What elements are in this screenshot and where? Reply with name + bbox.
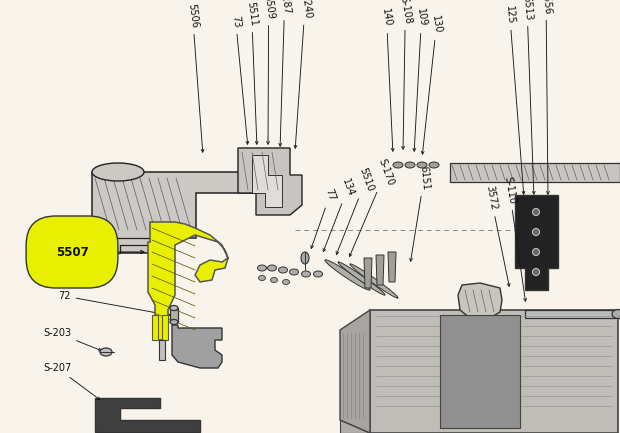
- Ellipse shape: [533, 268, 539, 275]
- Polygon shape: [376, 255, 384, 285]
- Ellipse shape: [301, 271, 311, 277]
- Text: 5513: 5513: [521, 0, 535, 194]
- Polygon shape: [370, 310, 618, 433]
- Ellipse shape: [393, 162, 403, 168]
- Text: 72: 72: [58, 291, 170, 316]
- Ellipse shape: [92, 163, 144, 181]
- Text: 5511: 5511: [245, 1, 259, 144]
- Polygon shape: [103, 238, 172, 253]
- Text: 77: 77: [311, 187, 337, 249]
- Ellipse shape: [257, 265, 267, 271]
- Polygon shape: [238, 148, 302, 215]
- Polygon shape: [92, 172, 268, 253]
- Text: 109: 109: [413, 8, 428, 151]
- Text: 3572: 3572: [484, 185, 510, 286]
- Polygon shape: [340, 310, 370, 433]
- Polygon shape: [450, 163, 620, 182]
- Polygon shape: [172, 325, 222, 368]
- Ellipse shape: [100, 348, 112, 356]
- Ellipse shape: [429, 162, 439, 168]
- Text: 5509: 5509: [262, 0, 275, 144]
- Ellipse shape: [290, 269, 298, 275]
- Ellipse shape: [325, 260, 370, 290]
- Text: S-1240: S-1240: [294, 0, 312, 148]
- Ellipse shape: [301, 252, 309, 264]
- Text: 140: 140: [380, 8, 394, 151]
- Text: S-110: S-110: [502, 175, 526, 301]
- Polygon shape: [148, 222, 228, 340]
- Text: 6151: 6151: [410, 165, 430, 261]
- Ellipse shape: [283, 279, 290, 284]
- Polygon shape: [340, 420, 370, 433]
- Text: 5507: 5507: [56, 246, 89, 259]
- Polygon shape: [162, 315, 168, 340]
- Ellipse shape: [267, 265, 277, 271]
- Ellipse shape: [259, 275, 265, 281]
- Polygon shape: [388, 252, 396, 282]
- Polygon shape: [152, 315, 158, 340]
- Polygon shape: [440, 315, 520, 428]
- Ellipse shape: [533, 229, 539, 236]
- Ellipse shape: [405, 162, 415, 168]
- Text: 130: 130: [422, 15, 443, 154]
- Text: 6287: 6287: [278, 0, 291, 146]
- Polygon shape: [364, 258, 372, 288]
- Ellipse shape: [278, 267, 288, 273]
- Text: S-207: S-207: [43, 363, 100, 400]
- Ellipse shape: [170, 306, 178, 310]
- Polygon shape: [458, 283, 502, 318]
- Text: 73: 73: [230, 15, 249, 144]
- Ellipse shape: [533, 209, 539, 216]
- Text: S-108: S-108: [398, 0, 413, 149]
- Ellipse shape: [350, 264, 398, 298]
- Ellipse shape: [533, 249, 539, 255]
- Polygon shape: [525, 310, 615, 318]
- Ellipse shape: [417, 162, 427, 168]
- Text: S-170: S-170: [349, 157, 395, 256]
- Polygon shape: [170, 308, 178, 322]
- Text: 5510: 5510: [336, 167, 375, 255]
- Polygon shape: [95, 398, 200, 432]
- Polygon shape: [159, 340, 165, 360]
- Ellipse shape: [170, 320, 178, 324]
- Ellipse shape: [338, 262, 385, 295]
- Text: 125: 125: [504, 5, 525, 194]
- Ellipse shape: [270, 278, 278, 282]
- Text: S-203: S-203: [43, 328, 102, 351]
- Polygon shape: [252, 155, 282, 207]
- Text: 3556: 3556: [540, 0, 552, 194]
- Ellipse shape: [314, 271, 322, 277]
- Text: 5506: 5506: [186, 3, 204, 152]
- Text: 134: 134: [323, 178, 356, 252]
- Ellipse shape: [612, 310, 620, 319]
- Polygon shape: [515, 195, 558, 290]
